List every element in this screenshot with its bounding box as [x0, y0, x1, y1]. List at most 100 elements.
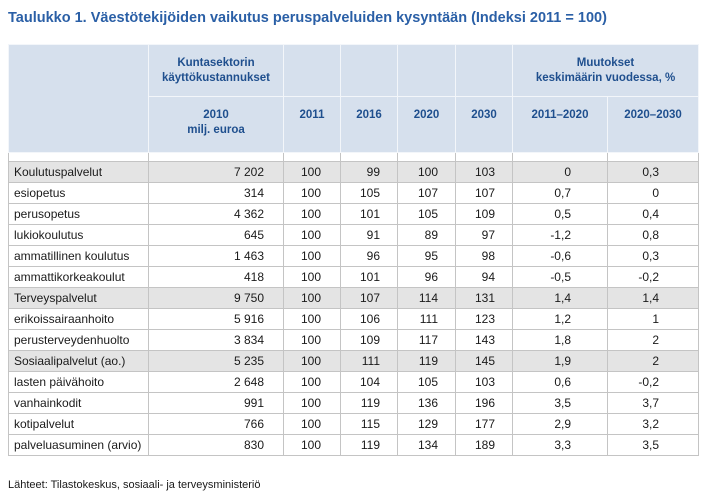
cost-2010-cell: 7 202 — [148, 161, 284, 183]
index-2011-cell: 100 — [283, 266, 341, 288]
change-2020-2030-cell: 1 — [606, 308, 700, 330]
change-2011-2020-cell: 0,7 — [512, 182, 608, 204]
services-demand-table: Kuntasektorin käyttökustannukset Muutoks… — [8, 44, 700, 456]
change-2020-2030-cell: 0,3 — [606, 245, 700, 267]
header-col-2016: 2016 — [340, 96, 398, 153]
cost-2010-cell: 830 — [148, 434, 284, 456]
index-2030-cell: 97 — [455, 224, 513, 246]
index-2030-cell: 98 — [455, 245, 513, 267]
row-label: perusopetus — [8, 203, 149, 225]
index-2030-cell: 196 — [455, 392, 513, 414]
index-2016-cell: 105 — [340, 182, 398, 204]
cost-2010-cell: 991 — [148, 392, 284, 414]
index-2016-cell: 99 — [340, 161, 398, 183]
header-change-group-line1: Muutokset — [576, 57, 635, 69]
index-2030-cell: 103 — [455, 371, 513, 393]
cost-2010-cell: 3 834 — [148, 329, 284, 351]
index-2030-cell: 109 — [455, 203, 513, 225]
table-row: palveluasuminen (arvio) 830 100 119 134 … — [8, 434, 700, 456]
spacer-cell — [283, 152, 341, 162]
index-2030-cell: 107 — [455, 182, 513, 204]
change-2020-2030-cell: 3,2 — [606, 413, 700, 435]
index-2016-cell: 115 — [340, 413, 398, 435]
cost-2010-cell: 1 463 — [148, 245, 284, 267]
spacer-cell — [8, 152, 149, 162]
change-2020-2030-cell: -0,2 — [606, 371, 700, 393]
index-2011-cell: 100 — [283, 245, 341, 267]
index-2020-cell: 89 — [397, 224, 456, 246]
index-2020-cell: 107 — [397, 182, 456, 204]
change-2020-2030-cell: 3,5 — [606, 434, 700, 456]
cost-2010-cell: 766 — [148, 413, 284, 435]
spacer-cell — [148, 152, 284, 162]
index-2030-cell: 94 — [455, 266, 513, 288]
index-2020-cell: 136 — [397, 392, 456, 414]
index-2030-cell: 103 — [455, 161, 513, 183]
header-col-2030: 2030 — [455, 96, 513, 153]
table-row: kotipalvelut 766 100 115 129 177 2,9 3,2 — [8, 413, 700, 435]
index-2020-cell: 129 — [397, 413, 456, 435]
index-2020-cell: 100 — [397, 161, 456, 183]
cost-2010-cell: 9 750 — [148, 287, 284, 309]
cost-2010-cell: 2 648 — [148, 371, 284, 393]
header-cost-group-line2: käyttökustannukset — [161, 72, 270, 84]
header-col-2010-unit: milj. euroa — [187, 124, 245, 136]
change-2011-2020-cell: 0,6 — [512, 371, 608, 393]
header-row-groups: Kuntasektorin käyttökustannukset Muutoks… — [8, 44, 700, 153]
change-2011-2020-cell: 1,8 — [512, 329, 608, 351]
index-2011-cell: 100 — [283, 224, 341, 246]
cost-2010-cell: 5 916 — [148, 308, 284, 330]
row-label: Koulutuspalvelut — [8, 161, 149, 183]
index-2011-cell: 100 — [283, 182, 341, 204]
header-col-change-2011-2020: 2011–2020 — [512, 96, 608, 153]
change-2011-2020-cell: 0,5 — [512, 203, 608, 225]
change-2020-2030-cell: 1,4 — [606, 287, 700, 309]
index-2016-cell: 101 — [340, 203, 398, 225]
spacer-cell — [512, 152, 608, 162]
index-2011-cell: 100 — [283, 371, 341, 393]
change-2020-2030-cell: 2 — [606, 350, 700, 372]
index-2016-cell: 101 — [340, 266, 398, 288]
row-label: erikoissairaanhoito — [8, 308, 149, 330]
table-row: lasten päivähoito 2 648 100 104 105 103 … — [8, 371, 700, 393]
row-label: Terveyspalvelut — [8, 287, 149, 309]
index-2011-cell: 100 — [283, 392, 341, 414]
index-2020-cell: 119 — [397, 350, 456, 372]
header-label-column — [8, 44, 149, 153]
index-2020-cell: 105 — [397, 371, 456, 393]
row-label: kotipalvelut — [8, 413, 149, 435]
index-2016-cell: 109 — [340, 329, 398, 351]
change-2020-2030-cell: 3,7 — [606, 392, 700, 414]
spacer-cell — [397, 152, 456, 162]
row-label: lasten päivähoito — [8, 371, 149, 393]
table-row-category: Terveyspalvelut 9 750 100 107 114 131 1,… — [8, 287, 700, 309]
change-2020-2030-cell: -0,2 — [606, 266, 700, 288]
index-2020-cell: 117 — [397, 329, 456, 351]
row-label: ammatillinen koulutus — [8, 245, 149, 267]
spacer-cell — [455, 152, 513, 162]
index-2011-cell: 100 — [283, 434, 341, 456]
cost-2010-cell: 314 — [148, 182, 284, 204]
index-2011-cell: 100 — [283, 413, 341, 435]
index-2011-cell: 100 — [283, 350, 341, 372]
index-2030-cell: 143 — [455, 329, 513, 351]
row-label: esiopetus — [8, 182, 149, 204]
cost-2010-cell: 645 — [148, 224, 284, 246]
change-2011-2020-cell: 0 — [512, 161, 608, 183]
index-2011-cell: 100 — [283, 329, 341, 351]
cost-2010-cell: 4 362 — [148, 203, 284, 225]
index-2030-cell: 145 — [455, 350, 513, 372]
index-2016-cell: 106 — [340, 308, 398, 330]
index-2020-cell: 134 — [397, 434, 456, 456]
row-label: ammattikorkeakoulut — [8, 266, 149, 288]
table-title: Taulukko 1. Väestötekijöiden vaikutus pe… — [8, 10, 607, 26]
index-2030-cell: 123 — [455, 308, 513, 330]
table-row: perusterveydenhuolto 3 834 100 109 117 1… — [8, 329, 700, 351]
change-2020-2030-cell: 0,8 — [606, 224, 700, 246]
header-change-group: Muutokset keskimäärin vuodessa, % — [511, 44, 700, 97]
table-row: ammattikorkeakoulut 418 100 101 96 94 -0… — [8, 266, 700, 288]
header-col-2010-year: 2010 — [203, 109, 229, 121]
index-2030-cell: 189 — [455, 434, 513, 456]
row-label: lukiokoulutus — [8, 224, 149, 246]
index-2011-cell: 100 — [283, 308, 341, 330]
